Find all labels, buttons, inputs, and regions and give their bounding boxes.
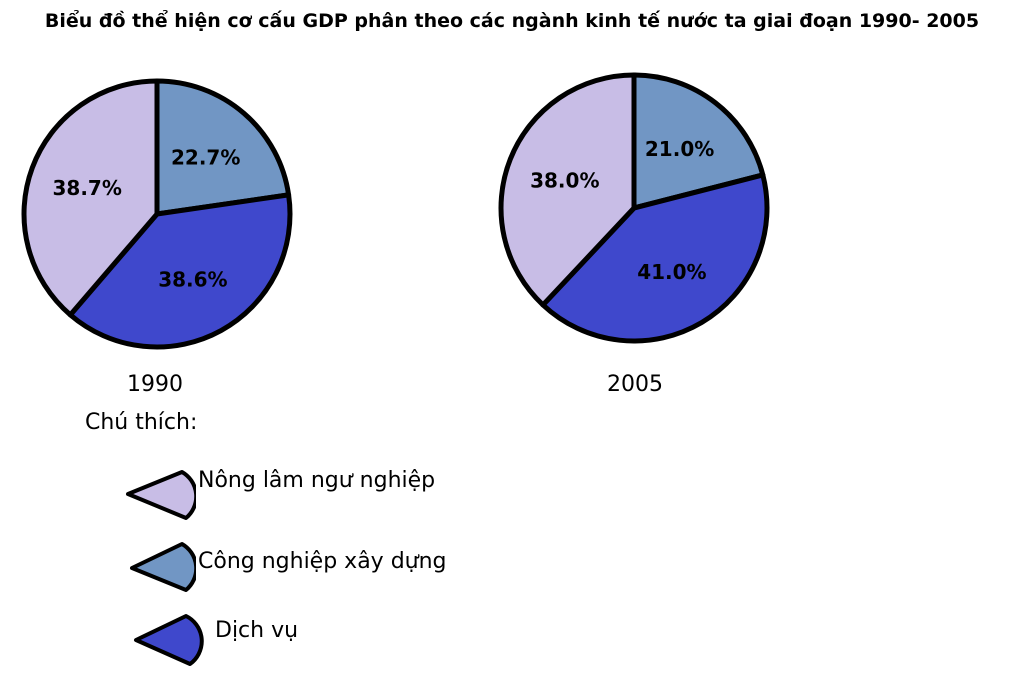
pie-charts: 22.7% 38.6% 38.7% 21.0% 41.0% 38.0% <box>21 72 770 350</box>
pie-data-label-1990-2: 38.6% <box>158 267 227 291</box>
pie-2005: 21.0% 41.0% 38.0% <box>498 72 770 344</box>
legend-label-industry: Công nghiệp xây dựng <box>198 549 447 574</box>
legend-swatch-shape-2 <box>134 614 204 666</box>
legend-swatch-agriculture <box>126 470 196 520</box>
pie-data-label-2005-1: 21.0% <box>645 137 714 161</box>
pie-slice-1990-2 <box>67 192 293 350</box>
pie-caption-1990: 1990 <box>127 372 183 397</box>
pie-slice-2005-2 <box>540 172 770 344</box>
chart-title: Biểu đồ thể hiện cơ cấu GDP phân theo cá… <box>44 10 980 32</box>
legend-swatch-industry <box>130 542 196 592</box>
pie-data-label-1990-0: 38.7% <box>53 176 122 200</box>
pie-1990: 22.7% 38.6% 38.7% <box>21 78 293 350</box>
pie-data-label-2005-0: 38.0% <box>530 169 599 193</box>
legend-swatch-services <box>134 614 204 666</box>
pie-caption-2005: 2005 <box>607 372 663 397</box>
legend-swatch-shape-1 <box>130 542 196 592</box>
pie-data-label-1990-1: 22.7% <box>171 146 240 170</box>
legend-label-agriculture: Nông lâm ngư nghiệp <box>198 468 436 493</box>
legend-swatch-shape-0 <box>126 470 196 520</box>
legend-label-services: Dịch vụ <box>215 618 299 643</box>
pie-slice-1990-0 <box>21 78 160 318</box>
pie-data-label-2005-2: 41.0% <box>637 260 706 284</box>
pie-slice-2005-1 <box>631 72 766 211</box>
pie-slice-2005-0 <box>498 72 637 308</box>
legend-title: Chú thích: <box>85 410 198 435</box>
pie-slice-1990-1 <box>154 78 292 217</box>
